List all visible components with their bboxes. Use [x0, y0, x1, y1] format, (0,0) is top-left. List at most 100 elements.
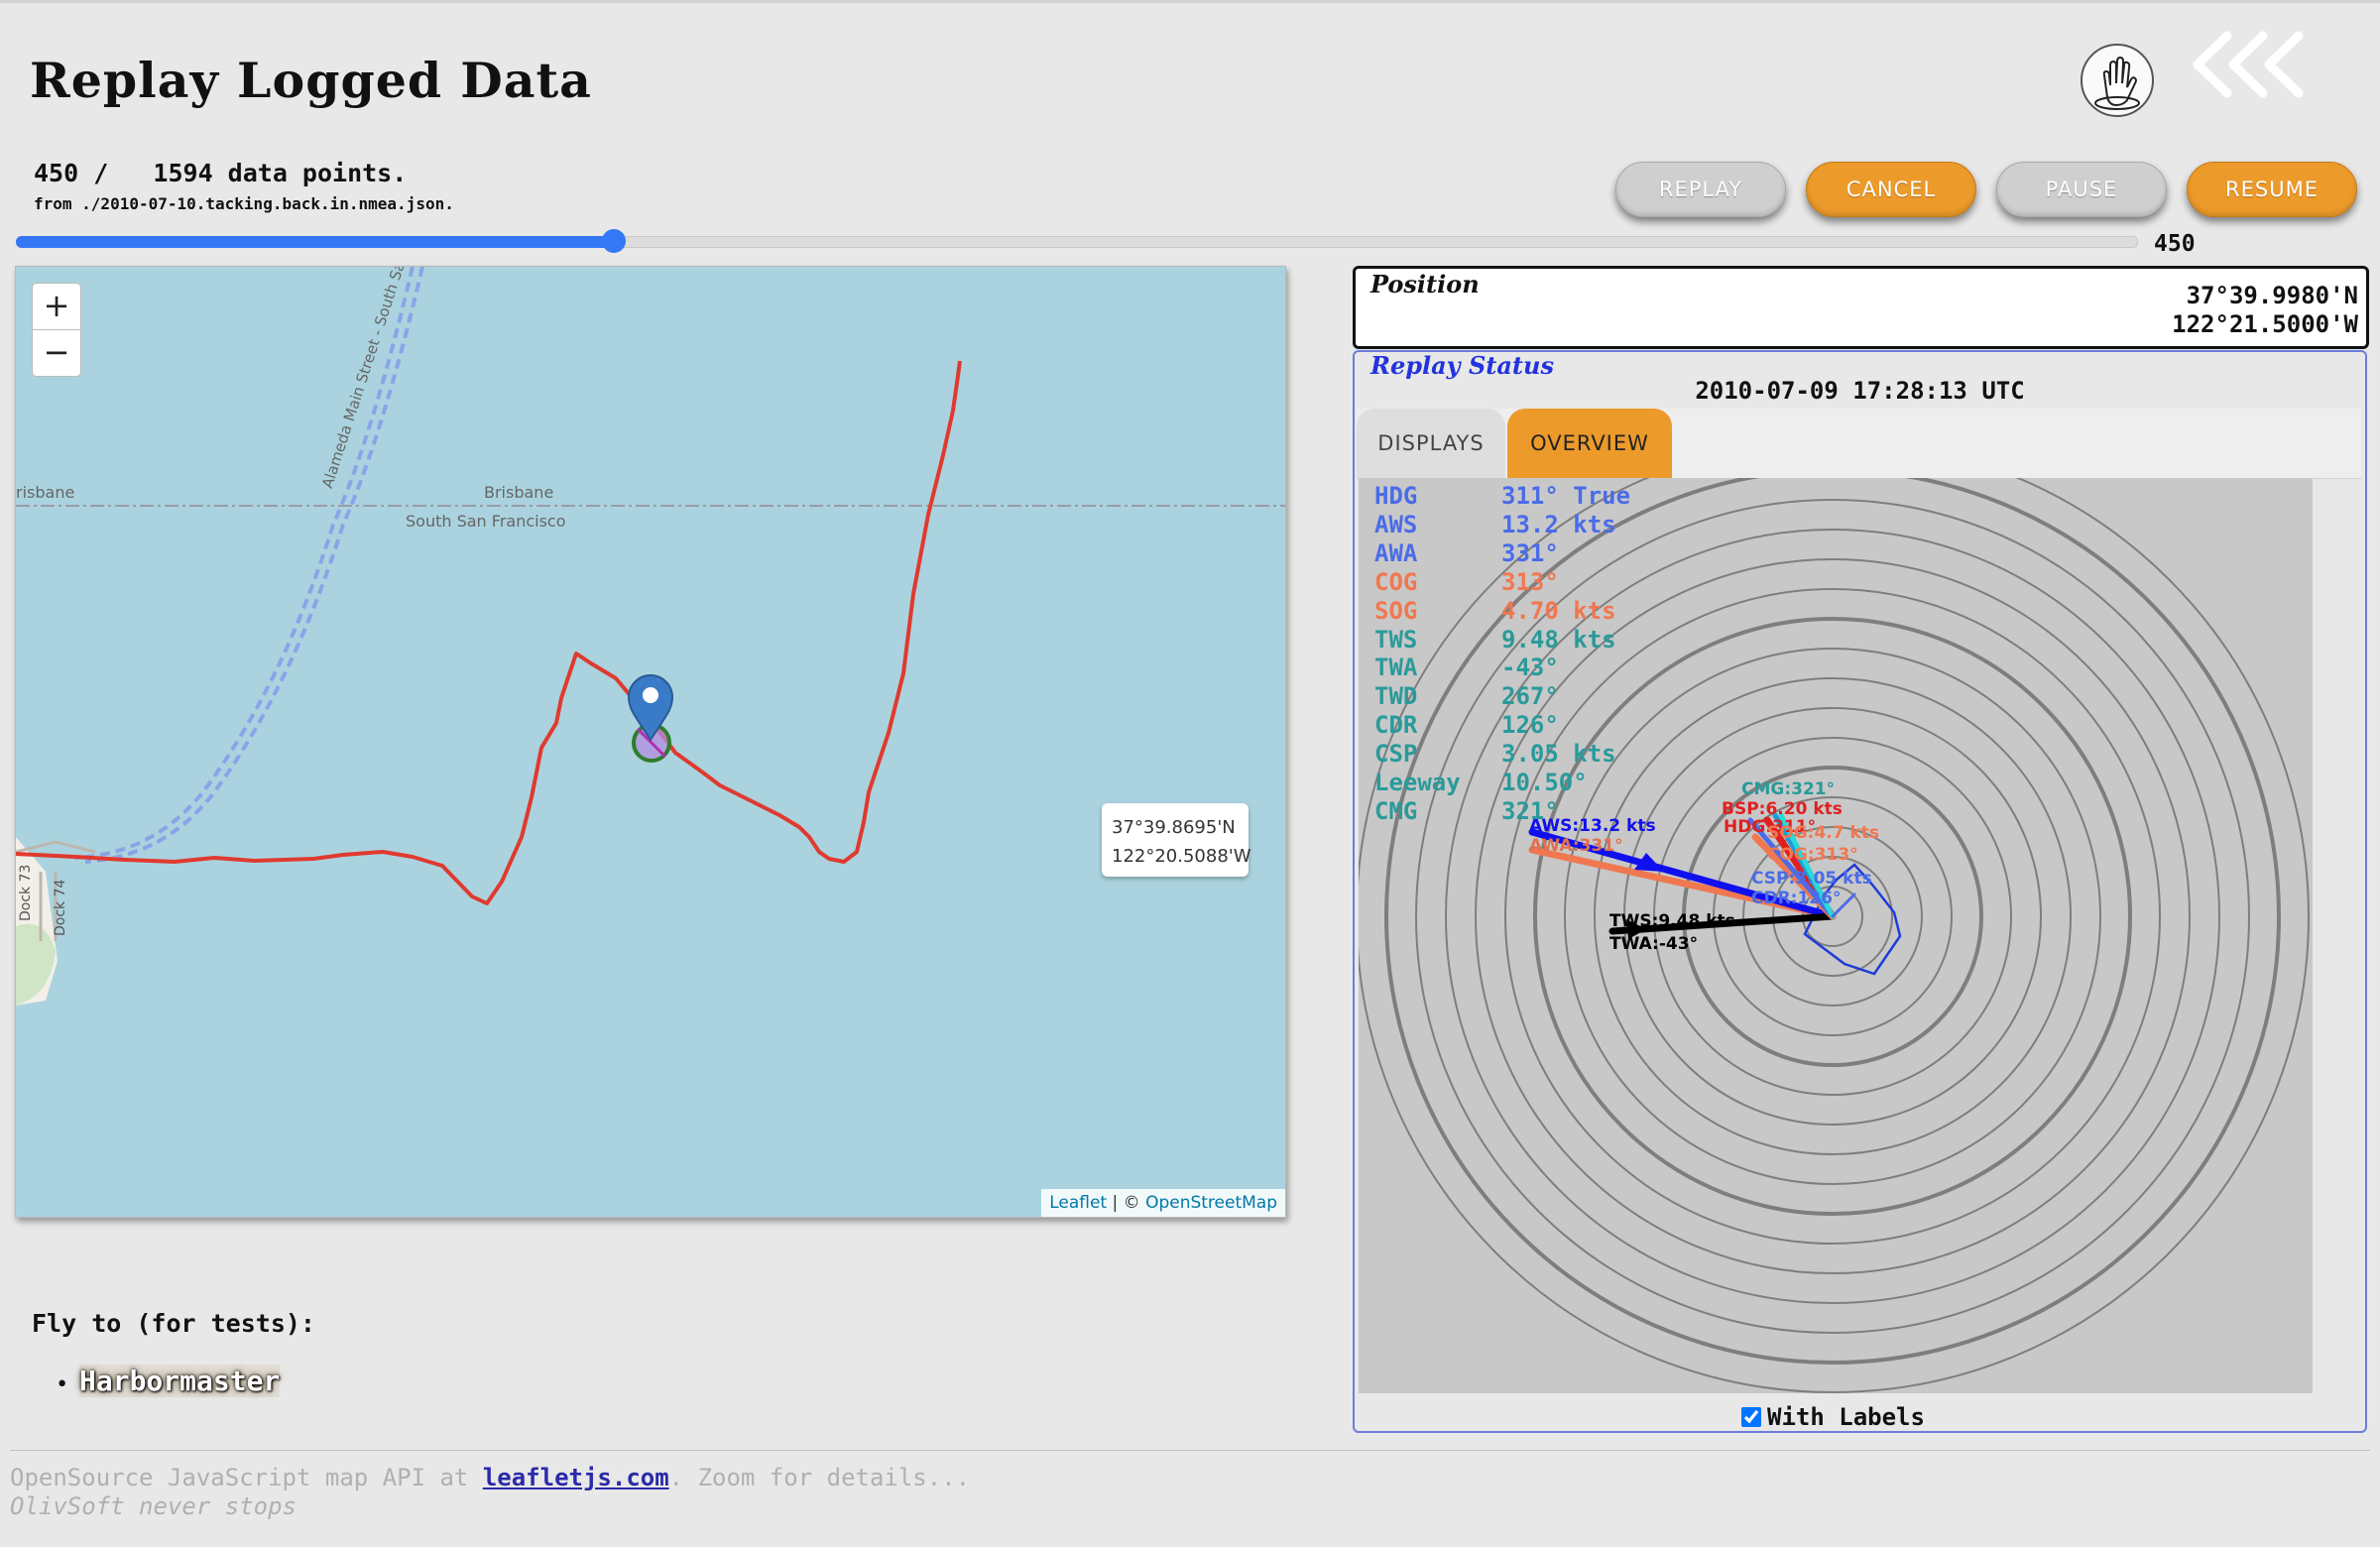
- nav-row-awa: AWA 331°: [1374, 539, 1559, 567]
- footer-divider: [10, 1450, 2370, 1451]
- zoom-out-button[interactable]: −: [32, 329, 81, 377]
- replay-slider-fill: [16, 236, 614, 248]
- nav-value: 9.48 kts: [1501, 625, 1616, 654]
- nav-value: 321°: [1501, 796, 1559, 825]
- with-labels-checkbox[interactable]: [1741, 1407, 1761, 1427]
- nav-row-csp: CSP 3.05 kts: [1374, 740, 1616, 768]
- nav-row-cdr: CDR 126°: [1374, 711, 1559, 739]
- nav-label: TWA: [1374, 654, 1418, 682]
- nav-row-cmg: CMG 321°: [1374, 797, 1559, 825]
- vector-label-tws: TWS:9.48 kts: [1609, 911, 1735, 931]
- speed-ring: [1533, 617, 2132, 1216]
- cancel-button[interactable]: CANCEL: [1806, 162, 1976, 217]
- vector-label-hdg: HDG:311°: [1724, 817, 1816, 837]
- map-label-dock73: Dock 73: [18, 864, 34, 921]
- speed-ring: [1564, 648, 2101, 1185]
- nav-label: CMG: [1374, 796, 1418, 825]
- nav-label: TWD: [1374, 682, 1418, 711]
- replay-timestamp: 2010-07-09 17:28:13 UTC: [1695, 377, 2025, 405]
- map-label-brisbane-left: risbane: [16, 483, 75, 502]
- position-panel: [1353, 266, 2369, 349]
- replay-slider-thumb[interactable]: [601, 229, 626, 253]
- speed-ring: [1475, 558, 2191, 1274]
- replay-slider-value: 450: [2154, 231, 2196, 257]
- footer-line-2: OlivSoft never stops: [10, 1492, 297, 1520]
- speed-ring: [1682, 766, 1983, 1067]
- nav-row-tws: TWS 9.48 kts: [1374, 626, 1616, 654]
- position-lat: 37°39.9980'N: [2186, 282, 2358, 309]
- flyto-harbormaster-link[interactable]: Harbormaster: [79, 1365, 281, 1397]
- nav-label: AWA: [1374, 538, 1418, 567]
- replay-status-title: Replay Status: [1370, 351, 1554, 380]
- position-title: Position: [1370, 270, 1480, 298]
- footer-prefix: OpenSource JavaScript map API at: [10, 1464, 483, 1491]
- nav-row-cog: COG 313°: [1374, 568, 1559, 596]
- vector-label-cmg: CMG:321°: [1741, 779, 1835, 799]
- vector-label-cdr: CDR:126°: [1751, 889, 1841, 908]
- vector-label-aws: AWS:13.2 kts: [1529, 816, 1656, 836]
- vector-label-awa: AWA:331°: [1529, 836, 1623, 856]
- speed-ring: [1623, 707, 2042, 1126]
- nav-row-leeway: Leeway 10.50°: [1374, 769, 1588, 796]
- speed-ring: [1742, 826, 1923, 1007]
- source-file: from ./2010-07-10.tacking.back.in.nmea.j…: [34, 194, 454, 213]
- nav-value: 311° True: [1501, 482, 1631, 510]
- vector-label-cog: COG:313°: [1767, 845, 1858, 865]
- nav-row-twa: TWA -43°: [1374, 654, 1559, 681]
- tab-displays[interactable]: DISPLAYS: [1357, 409, 1505, 478]
- vector-label-sog: SOG:4.7 kts: [1767, 823, 1879, 843]
- speed-ring: [1713, 796, 1953, 1036]
- zoom-in-button[interactable]: +: [32, 283, 81, 330]
- nav-label: TWS: [1374, 625, 1418, 654]
- with-labels-toggle[interactable]: With Labels: [1741, 1403, 1925, 1431]
- footer-line-1: OpenSource JavaScript map API at leaflet…: [10, 1464, 970, 1491]
- hand-raised-icon[interactable]: [2081, 44, 2154, 117]
- top-divider: [0, 0, 2380, 3]
- pause-button[interactable]: PAUSE: [1996, 162, 2167, 217]
- speed-ring: [1594, 677, 2072, 1155]
- nav-label: SOG: [1374, 596, 1418, 625]
- flyto-title: Fly to (for tests):: [32, 1309, 315, 1338]
- nav-value: 10.50°: [1501, 769, 1588, 796]
- replay-button[interactable]: REPLAY: [1615, 162, 1786, 217]
- nav-value: -43°: [1501, 654, 1559, 682]
- resume-button[interactable]: RESUME: [2187, 162, 2357, 217]
- nav-row-aws: AWS 13.2 kts: [1374, 511, 1616, 538]
- tooltip-lat: 37°39.8695'N: [1112, 817, 1236, 838]
- nav-value: 267°: [1501, 682, 1559, 711]
- vector-label-csp: CSP:3.05 kts: [1751, 869, 1872, 889]
- data-points-count: 450 / 1594 data points.: [34, 159, 408, 187]
- attribution-separator: | ©: [1107, 1193, 1146, 1213]
- leafletjs-link[interactable]: leafletjs.com: [482, 1464, 669, 1491]
- nav-value: 13.2 kts: [1501, 510, 1616, 538]
- nav-value: 4.70 kts: [1501, 596, 1616, 625]
- page-title: Replay Logged Data: [30, 52, 592, 109]
- triple-chevron-left-icon[interactable]: [2188, 30, 2317, 103]
- map-view[interactable]: + − risbane Brisbane South San Francisco…: [15, 266, 1286, 1218]
- nav-row-twd: TWD 267°: [1374, 682, 1559, 710]
- map-attribution: Leaflet | © OpenStreetMap: [1041, 1189, 1285, 1217]
- nav-row-hdg: HDG 311° True: [1374, 482, 1630, 510]
- nav-label: CSP: [1374, 740, 1418, 769]
- speed-ring: [1359, 478, 2310, 1393]
- map-label-dock74: Dock 74: [53, 879, 68, 936]
- nav-label: CDR: [1374, 711, 1418, 740]
- map-label-brisbane: Brisbane: [484, 483, 554, 502]
- speed-ring: [1384, 478, 2281, 1365]
- with-labels-text: With Labels: [1767, 1403, 1925, 1431]
- tab-overview[interactable]: OVERVIEW: [1507, 409, 1672, 478]
- speed-ring: [1504, 588, 2161, 1245]
- leaflet-link[interactable]: Leaflet: [1049, 1193, 1108, 1213]
- osm-link[interactable]: OpenStreetMap: [1145, 1193, 1277, 1213]
- nav-value: 3.05 kts: [1501, 740, 1616, 769]
- map-label-south-sf: South San Francisco: [406, 512, 566, 531]
- nav-value: 331°: [1501, 538, 1559, 567]
- list-bullet: •: [56, 1372, 69, 1397]
- speed-ring: [1445, 529, 2220, 1304]
- nav-label: HDG: [1374, 482, 1418, 510]
- speed-ring: [1415, 499, 2250, 1334]
- replay-tab-bar: DISPLAYS OVERVIEW: [1357, 409, 2361, 479]
- boat-overview-display: AWA:331° AWS:13.2 kts TWS:9.48 kts TWA:-…: [1359, 478, 2313, 1393]
- vector-label-bsp: BSP:6.20 kts: [1722, 799, 1843, 819]
- nav-row-sog: SOG 4.70 kts: [1374, 597, 1616, 625]
